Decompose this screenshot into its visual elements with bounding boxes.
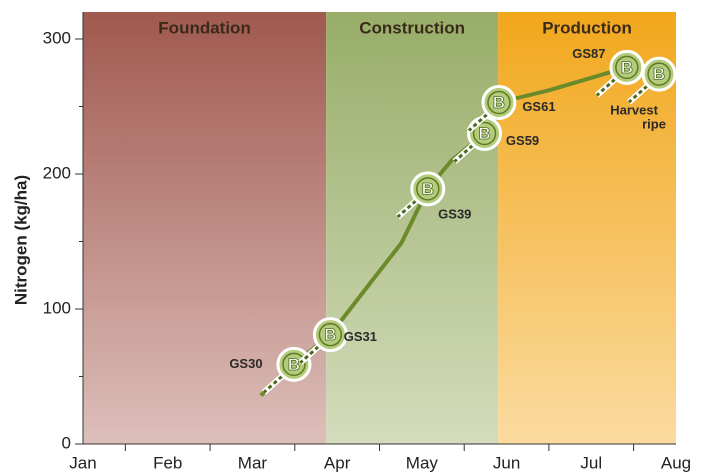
marker-ring bbox=[472, 121, 497, 146]
y-tick-label: 100 bbox=[43, 298, 71, 317]
marker-handle bbox=[261, 374, 284, 395]
stage-label: GS61 bbox=[522, 99, 555, 114]
stage-label: GS39 bbox=[438, 206, 471, 221]
y-tick-label: 0 bbox=[62, 433, 71, 452]
stage-marker: B bbox=[594, 49, 645, 98]
stage-marker: B bbox=[627, 56, 677, 105]
x-tick-label: Jul bbox=[580, 453, 602, 472]
x-tick-label: Jun bbox=[493, 453, 520, 472]
marker-handle bbox=[594, 77, 617, 98]
marker-handle bbox=[298, 344, 321, 365]
marker-handle bbox=[395, 198, 418, 220]
stage-label: GS30 bbox=[229, 356, 262, 371]
stage-label: ripe bbox=[642, 117, 666, 132]
marker-letter: B bbox=[422, 179, 434, 198]
phase-band bbox=[326, 12, 499, 444]
stage-label: GS59 bbox=[506, 133, 539, 148]
stage-label: GS31 bbox=[344, 329, 377, 344]
stage-marker: B bbox=[298, 317, 348, 365]
marker-letter: B bbox=[493, 93, 505, 112]
x-tick-label: Feb bbox=[153, 453, 182, 472]
marker-letter: B bbox=[653, 65, 665, 84]
y-axis-label: Nitrogen (kg/ha) bbox=[11, 175, 30, 305]
x-tick-label: Apr bbox=[324, 453, 351, 472]
stage-marker: B bbox=[395, 171, 446, 220]
marker-handle bbox=[452, 143, 475, 164]
x-tick-label: Mar bbox=[238, 453, 268, 472]
marker-ring bbox=[615, 55, 639, 80]
phase-label: Production bbox=[542, 18, 632, 37]
phase-label: Construction bbox=[359, 18, 465, 37]
marker-letter: B bbox=[478, 124, 490, 143]
marker-letter: B bbox=[288, 355, 300, 374]
marker-ring bbox=[487, 90, 511, 115]
marker-ring bbox=[647, 62, 671, 86]
stage-label: Harvest bbox=[610, 103, 658, 118]
x-tick-label: Aug bbox=[661, 453, 691, 472]
marker-handle bbox=[466, 112, 489, 133]
marker-ring bbox=[318, 322, 343, 347]
stage-marker: B bbox=[466, 84, 517, 133]
y-tick-label: 300 bbox=[43, 28, 71, 47]
marker-letter: B bbox=[324, 325, 336, 344]
marker-letter: B bbox=[621, 58, 633, 77]
phase-label: Foundation bbox=[158, 18, 251, 37]
x-tick-label: May bbox=[406, 453, 439, 472]
x-tick-label: Jan bbox=[69, 453, 96, 472]
stage-label: GS87 bbox=[572, 46, 605, 61]
marker-ring bbox=[282, 352, 306, 377]
stage-marker: B bbox=[261, 346, 312, 395]
marker-handle bbox=[627, 83, 650, 105]
marker-ring bbox=[416, 177, 440, 201]
y-tick-label: 200 bbox=[43, 163, 71, 182]
